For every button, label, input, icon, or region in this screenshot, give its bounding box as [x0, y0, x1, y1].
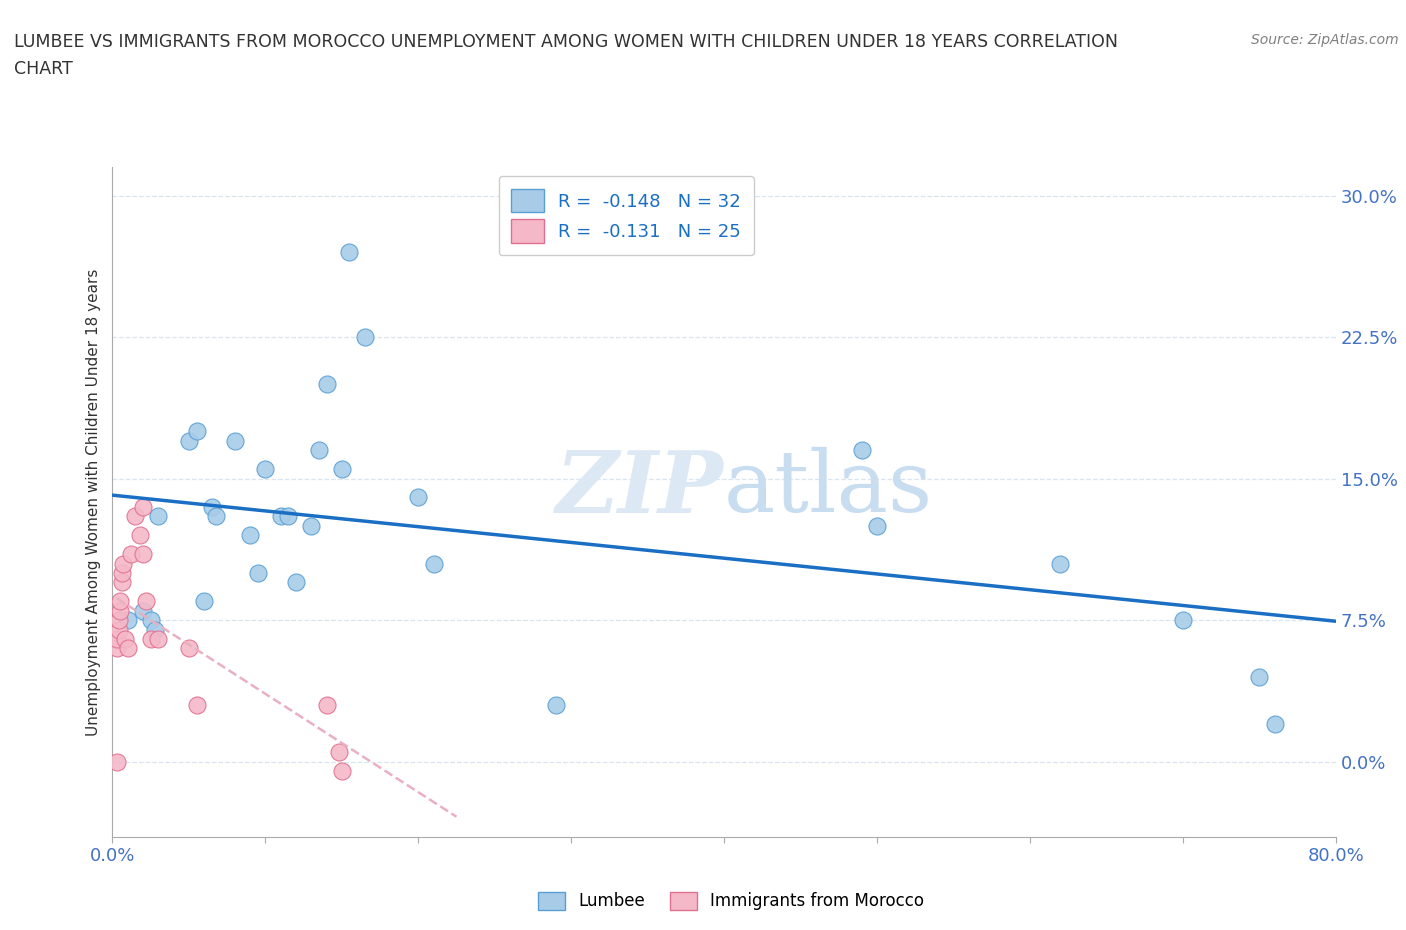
Text: ZIP: ZIP — [557, 447, 724, 530]
Point — [193, 593, 215, 608]
Text: Source: ZipAtlas.com: Source: ZipAtlas.com — [1251, 33, 1399, 46]
Point — [544, 698, 567, 712]
Point — [112, 556, 135, 571]
Point — [139, 613, 162, 628]
Point — [114, 631, 136, 646]
Point — [129, 527, 152, 542]
Point — [254, 462, 277, 477]
Point — [186, 424, 208, 439]
Text: atlas: atlas — [724, 447, 934, 530]
Point — [120, 547, 142, 562]
Point — [284, 575, 308, 590]
Point — [107, 613, 129, 628]
Point — [143, 622, 166, 637]
Point — [111, 565, 134, 580]
Point — [186, 698, 208, 712]
Point — [108, 604, 131, 618]
Point — [308, 443, 330, 458]
Point — [851, 443, 873, 458]
Point — [148, 631, 170, 646]
Point — [1049, 556, 1071, 571]
Point — [866, 518, 889, 533]
Point — [330, 764, 353, 778]
Point — [299, 518, 322, 533]
Point — [1264, 716, 1286, 731]
Point — [422, 556, 444, 571]
Point — [139, 631, 162, 646]
Point — [328, 745, 350, 760]
Point — [205, 509, 228, 524]
Point — [132, 499, 155, 514]
Point — [246, 565, 269, 580]
Point — [117, 613, 139, 628]
Point — [224, 433, 246, 448]
Point — [353, 330, 375, 345]
Point — [124, 509, 146, 524]
Point — [277, 509, 299, 524]
Point — [132, 547, 155, 562]
Point — [108, 593, 131, 608]
Point — [408, 490, 430, 505]
Point — [1249, 670, 1271, 684]
Legend: Lumbee, Immigrants from Morocco: Lumbee, Immigrants from Morocco — [531, 885, 931, 917]
Point — [315, 377, 337, 392]
Point — [105, 754, 128, 769]
Point — [105, 641, 128, 656]
Point — [1171, 613, 1194, 628]
Point — [177, 433, 200, 448]
Legend: R =  -0.148   N = 32, R =  -0.131   N = 25: R = -0.148 N = 32, R = -0.131 N = 25 — [499, 177, 754, 256]
Y-axis label: Unemployment Among Women with Children Under 18 years: Unemployment Among Women with Children U… — [86, 269, 101, 736]
Point — [148, 509, 170, 524]
Text: CHART: CHART — [14, 60, 73, 78]
Point — [201, 499, 224, 514]
Point — [330, 462, 353, 477]
Point — [270, 509, 292, 524]
Point — [105, 631, 128, 646]
Point — [117, 641, 139, 656]
Point — [239, 527, 262, 542]
Point — [177, 641, 200, 656]
Point — [135, 593, 157, 608]
Point — [107, 622, 129, 637]
Point — [315, 698, 337, 712]
Point — [339, 245, 361, 259]
Point — [132, 604, 155, 618]
Point — [111, 575, 134, 590]
Text: LUMBEE VS IMMIGRANTS FROM MOROCCO UNEMPLOYMENT AMONG WOMEN WITH CHILDREN UNDER 1: LUMBEE VS IMMIGRANTS FROM MOROCCO UNEMPL… — [14, 33, 1118, 50]
